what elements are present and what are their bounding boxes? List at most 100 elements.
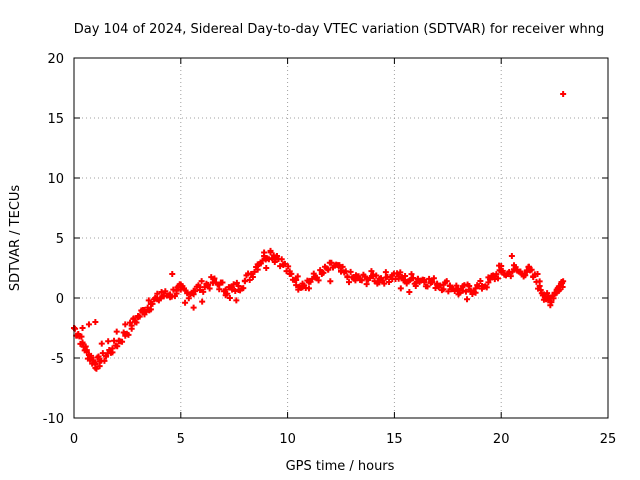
- data-point: [75, 331, 82, 337]
- chart-title: Day 104 of 2024, Sidereal Day-to-day VTE…: [74, 22, 605, 37]
- y-tick-label: 5: [56, 232, 64, 247]
- data-point: [548, 299, 555, 306]
- data-point: [382, 269, 389, 276]
- data-point: [430, 275, 437, 282]
- data-point: [261, 253, 268, 259]
- data-point: [517, 269, 524, 276]
- data-point: [277, 263, 284, 270]
- data-point: [147, 301, 154, 307]
- data-point: [530, 273, 537, 280]
- data-point: [233, 279, 240, 286]
- data-point: [286, 271, 293, 277]
- data-point: [169, 271, 176, 277]
- data-point: [216, 281, 223, 288]
- data-point: [445, 288, 452, 295]
- data-point: [459, 287, 466, 294]
- data-point: [139, 309, 146, 316]
- data-point: [160, 292, 167, 299]
- data-point: [295, 286, 302, 293]
- data-point: [534, 271, 541, 277]
- data-point: [79, 340, 86, 347]
- x-axis-label: GPS time / hours: [286, 459, 395, 474]
- data-point: [549, 292, 556, 299]
- data-point: [235, 283, 242, 289]
- data-point: [92, 361, 99, 367]
- data-point: [271, 259, 278, 265]
- data-point: [219, 279, 226, 286]
- data-point: [229, 286, 236, 293]
- data-point: [185, 295, 192, 302]
- data-point: [88, 355, 95, 361]
- data-point: [537, 286, 544, 293]
- data-point: [209, 279, 216, 286]
- data-point: [200, 288, 207, 295]
- data-point: [79, 325, 86, 331]
- data-point: [233, 297, 240, 304]
- data-point: [558, 281, 565, 288]
- data-point: [338, 268, 344, 275]
- data-point: [211, 275, 218, 282]
- data-point: [498, 268, 505, 275]
- y-tick-label: 15: [47, 112, 64, 127]
- data-point: [508, 253, 515, 259]
- data-point: [477, 278, 484, 285]
- data-point: [434, 280, 441, 287]
- data-point: [522, 272, 529, 279]
- data-point: [381, 280, 388, 287]
- data-point: [248, 271, 255, 277]
- data-point: [427, 279, 434, 286]
- grid: [74, 58, 608, 418]
- y-tick-label: 10: [47, 172, 64, 187]
- data-point: [544, 290, 551, 297]
- data-point: [455, 291, 462, 298]
- data-point: [443, 278, 450, 285]
- data-point: [312, 274, 319, 281]
- data-point: [335, 263, 342, 270]
- x-tick-label: 15: [386, 432, 403, 447]
- y-tick-label: -5: [51, 352, 64, 367]
- data-point: [363, 281, 370, 288]
- data-point: [406, 289, 413, 295]
- data-point: [135, 314, 142, 321]
- data-point: [397, 285, 404, 292]
- data-point: [95, 353, 102, 360]
- data-point: [350, 275, 357, 282]
- data-point: [93, 365, 100, 372]
- data-point: [327, 278, 334, 285]
- data-point: [154, 290, 161, 297]
- data-point: [115, 338, 122, 345]
- data-point: [485, 279, 492, 286]
- data-point: [408, 275, 415, 282]
- data-point: [184, 290, 191, 297]
- data-point: [293, 277, 300, 283]
- data-point: [328, 259, 335, 266]
- data-point: [547, 302, 554, 309]
- data-point: [203, 281, 210, 288]
- data-point: [208, 274, 215, 281]
- data-point: [199, 298, 206, 305]
- data-point: [412, 283, 419, 289]
- data-point: [133, 319, 140, 326]
- data-point: [352, 272, 359, 279]
- data-point: [240, 285, 247, 292]
- data-point: [464, 296, 471, 303]
- data-point: [122, 321, 129, 328]
- data-point: [382, 274, 389, 281]
- data-point: [98, 340, 105, 347]
- y-axis: -10 -5 0 5 10 15 20: [43, 52, 608, 427]
- data-point: [170, 286, 177, 293]
- x-tick-label: 5: [177, 432, 185, 447]
- data-point: [494, 275, 501, 282]
- data-point: [113, 328, 120, 335]
- data-point: [504, 271, 511, 277]
- data-point: [491, 273, 498, 280]
- data-point: [241, 278, 248, 285]
- data-point: [325, 266, 332, 273]
- data-point: [421, 277, 428, 283]
- data-point: [368, 268, 375, 275]
- data-point: [246, 277, 253, 284]
- data-point: [389, 272, 396, 279]
- y-tick-label: -10: [43, 412, 64, 427]
- data-point: [254, 261, 261, 268]
- data-point: [114, 343, 121, 350]
